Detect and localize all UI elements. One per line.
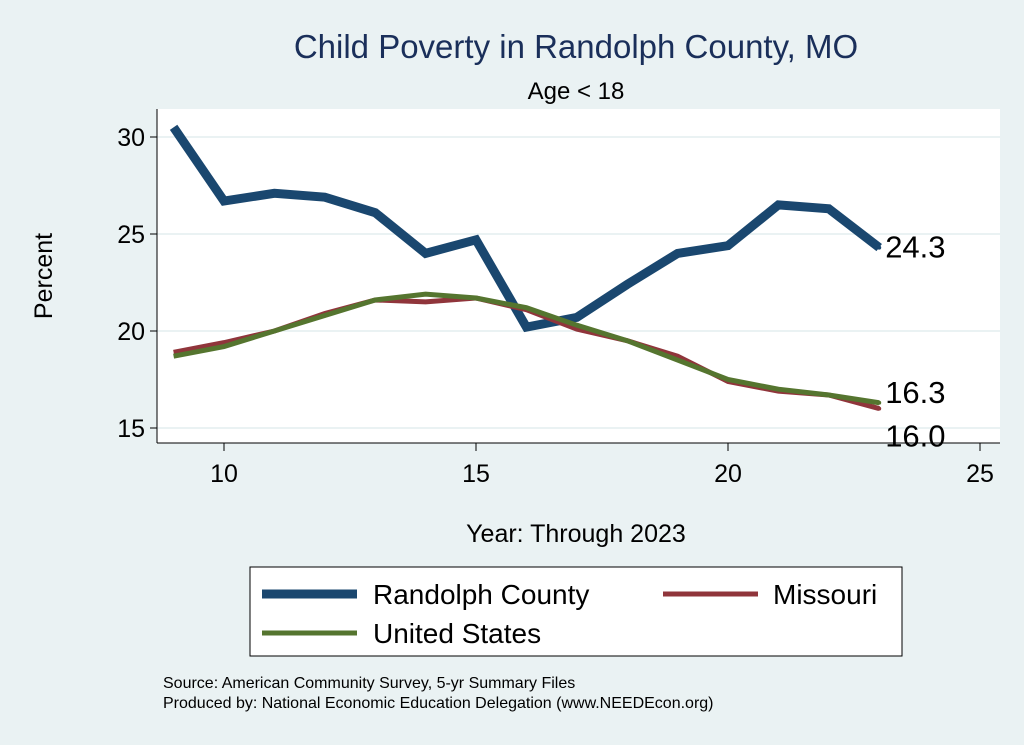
legend-label-us: United States	[373, 618, 541, 649]
series-line-united-states	[173, 291, 880, 406]
legend-label-missouri: Missouri	[773, 579, 877, 610]
produced-note: Produced by: National Economic Education…	[163, 695, 714, 712]
y-tick-label: 20	[117, 318, 145, 346]
legend-label-randolph: Randolph County	[373, 579, 589, 610]
plot-area	[157, 109, 1000, 443]
x-axis-label: Year: Through 2023	[466, 520, 686, 548]
end-label: 16.3	[885, 375, 945, 410]
chart-title: Child Poverty in Randolph County, MO	[294, 28, 858, 65]
end-label: 24.3	[885, 230, 945, 265]
series-line-randolph-county	[169, 124, 882, 333]
y-tick-label: 15	[117, 415, 145, 443]
x-tick-label: 25	[966, 460, 994, 488]
y-tick-label: 25	[117, 221, 145, 249]
y-tick-label: 30	[117, 124, 145, 152]
end-label: 16.0	[885, 419, 945, 454]
source-note: Source: American Community Survey, 5-yr …	[163, 675, 575, 692]
x-tick-label: 10	[210, 460, 238, 488]
end-point	[877, 406, 882, 411]
x-tick-label: 15	[462, 460, 490, 488]
end-point	[877, 400, 882, 405]
y-axis-label: Percent	[30, 233, 58, 319]
chart-subtitle: Age < 18	[528, 78, 625, 105]
x-tick-label: 20	[714, 460, 742, 488]
end-point	[877, 245, 882, 250]
legend: Randolph County Missouri United States	[249, 566, 903, 657]
